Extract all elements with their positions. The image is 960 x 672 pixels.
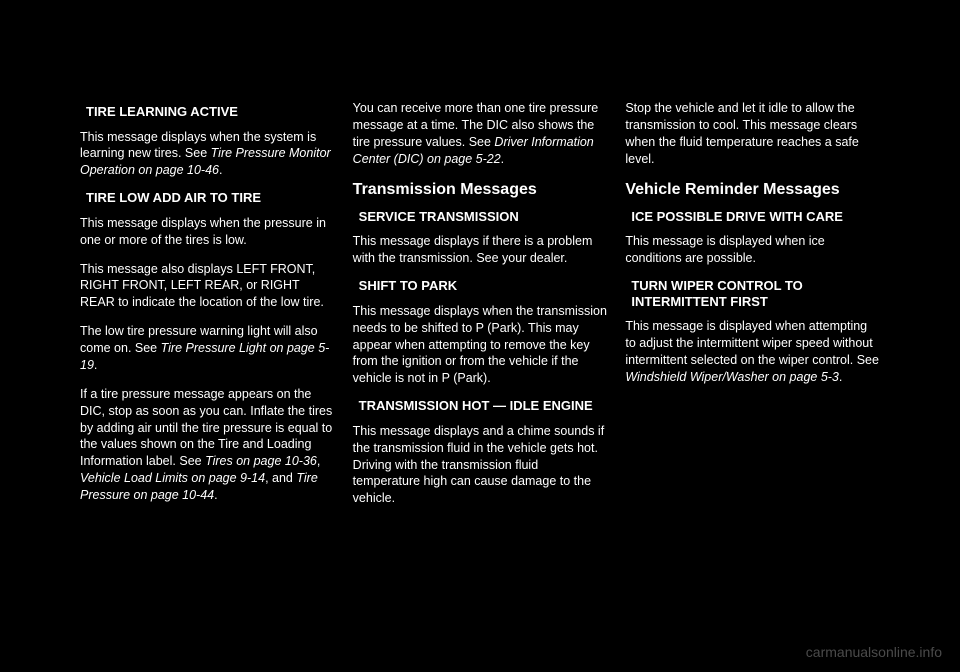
body-text: The low tire pressure warning light will… [80, 318, 335, 381]
xref-text: Vehicle Load Limits on page 9-14 [80, 471, 265, 485]
text: . [219, 163, 222, 177]
text: , and [265, 471, 296, 485]
section-vehicle-reminder: Vehicle Reminder Messages [625, 175, 880, 205]
heading-ice-possible: ICE POSSIBLE DRIVE WITH CARE [625, 205, 880, 229]
page-content: TIRE LEARNING ACTIVE This message displa… [80, 100, 880, 514]
text: This message is displayed when attemptin… [625, 319, 879, 367]
watermark-text: carmanualsonline.info [806, 644, 942, 660]
column-2: You can receive more than one tire press… [353, 100, 608, 514]
text: . [839, 370, 842, 384]
body-text: This message also displays LEFT FRONT, R… [80, 256, 335, 319]
heading-tire-low: TIRE LOW ADD AIR TO TIRE [80, 186, 335, 210]
heading-shift-to-park: SHIFT TO PARK [353, 274, 608, 298]
body-text: If a tire pressure message appears on th… [80, 381, 335, 511]
heading-transmission-hot: TRANSMISSION HOT — IDLE ENGINE [353, 394, 608, 418]
column-1: TIRE LEARNING ACTIVE This message displa… [80, 100, 335, 514]
section-transmission-messages: Transmission Messages [353, 175, 608, 205]
text: . [501, 152, 504, 166]
body-text: This message displays when the system is… [80, 124, 335, 187]
body-text: You can receive more than one tire press… [353, 100, 608, 175]
text: . [94, 358, 97, 372]
body-text: This message displays when the transmiss… [353, 298, 608, 394]
text: , [317, 454, 320, 468]
heading-turn-wiper: TURN WIPER CONTROL TO INTERMITTENT FIRST [625, 274, 880, 313]
body-text: This message displays and a chime sounds… [353, 418, 608, 514]
body-text: This message displays if there is a prob… [353, 228, 608, 274]
heading-tire-learning: TIRE LEARNING ACTIVE [80, 100, 335, 124]
column-3: Stop the vehicle and let it idle to allo… [625, 100, 880, 514]
heading-service-transmission: SERVICE TRANSMISSION [353, 205, 608, 229]
body-text: This message displays when the pressure … [80, 210, 335, 256]
body-text: This message is displayed when attemptin… [625, 313, 880, 393]
body-text: This message is displayed when ice condi… [625, 228, 880, 274]
text: . [214, 488, 217, 502]
xref-text: Tires on page 10-36 [205, 454, 317, 468]
body-text: Stop the vehicle and let it idle to allo… [625, 100, 880, 175]
xref-text: Windshield Wiper/Washer on page 5-3 [625, 370, 839, 384]
